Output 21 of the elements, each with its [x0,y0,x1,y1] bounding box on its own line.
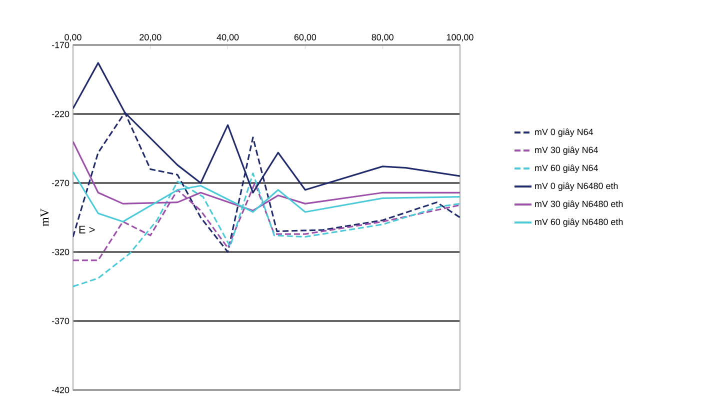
annotation: E > [79,226,95,234]
legend-label: mV 60 giây N64 [535,164,598,173]
y-tick-label: -420 [52,386,70,394]
line-series [73,172,460,288]
legend-label: mV 30 giây N64 [535,146,598,155]
legend-label: mV 30 giây N6480 eth [535,200,623,209]
x-tick-label: 60,00 [294,34,316,42]
y-axis-title: mV [40,208,49,226]
x-tick-label: 40,00 [216,34,239,42]
x-tick-label: 0,00 [64,34,82,42]
y-tick-label: -220 [52,110,70,118]
x-tick-label: 20,00 [140,34,162,42]
y-tick-label: -370 [52,318,70,324]
y-tick-label: -170 [52,42,70,48]
x-tick-label: 100,00 [446,34,474,42]
legend-label: mV 0 giây N6480 eth [535,182,618,191]
y-tick-label: -320 [52,248,70,256]
legend-label: mV 60 giây N6480 eth [535,218,623,227]
legend-label: mV 0 giây N64 [535,128,594,137]
x-tick-label: 80,00 [372,34,394,42]
y-tick-label: -270 [52,180,70,186]
